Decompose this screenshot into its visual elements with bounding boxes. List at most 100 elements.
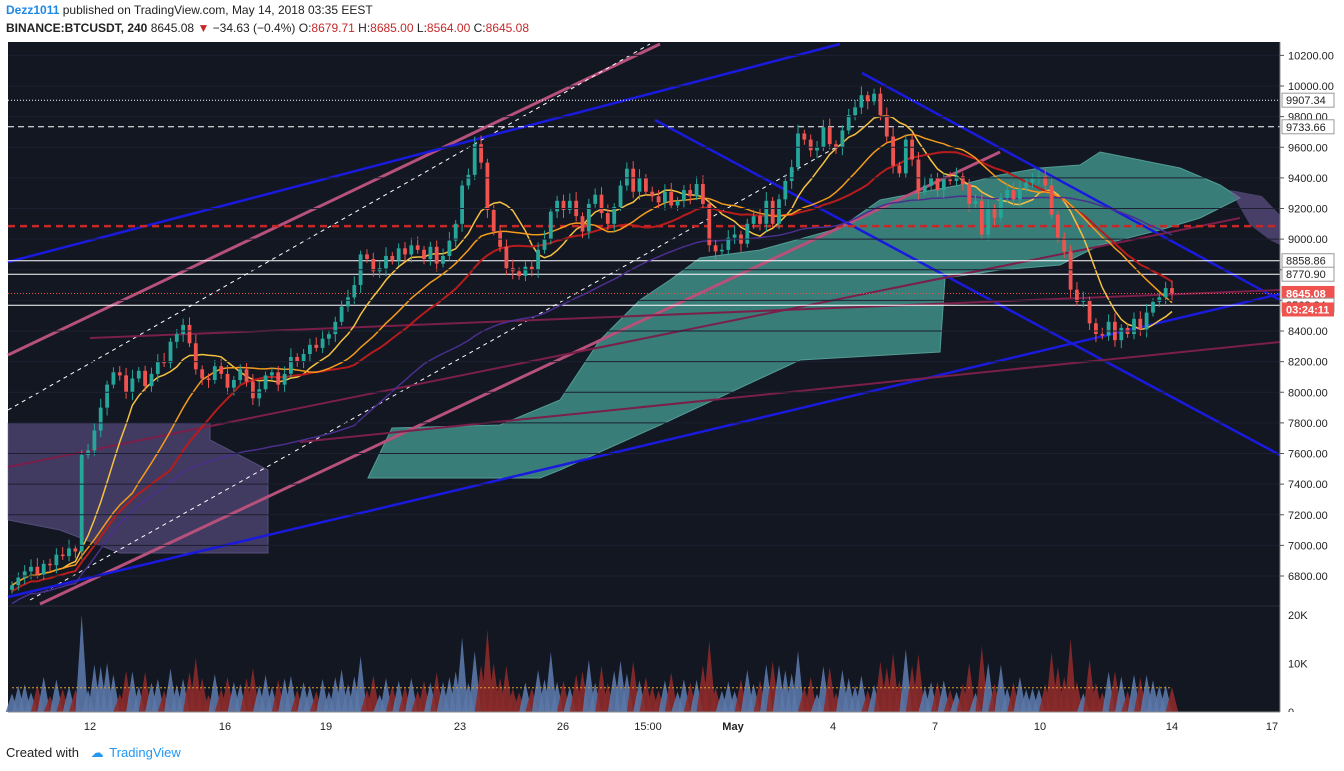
candle-body (149, 373, 154, 387)
candle-body (1005, 190, 1010, 198)
price-label-8770.90: 8770.90 (1286, 269, 1326, 281)
candle-body (60, 554, 65, 557)
candle-body (764, 200, 769, 224)
candle-body (212, 366, 217, 380)
candle-body (713, 245, 718, 252)
low-value: 8564.00 (426, 21, 471, 35)
volume-bar (823, 667, 836, 712)
footer: Created with ☁ TradingView (6, 745, 181, 761)
cloud-green (367, 151, 1242, 479)
price-label-8645.08: 8645.08 (1286, 288, 1326, 300)
candle-body (79, 455, 84, 552)
channel-upper (7, 42, 661, 357)
y-tick-label: 7000.00 (1288, 540, 1328, 552)
candle-body (941, 179, 946, 191)
candle-body (276, 372, 281, 385)
y-tick-label: 10200.00 (1288, 50, 1334, 62)
candle-body (1157, 297, 1162, 302)
candle-body (314, 344, 319, 348)
candle-body (111, 372, 116, 385)
author-name[interactable]: Dezz1011 (6, 3, 60, 17)
candle-body (428, 246, 433, 260)
y-tick-label: 9400.00 (1288, 173, 1328, 185)
candle-body (732, 234, 737, 238)
candle-body (663, 191, 667, 203)
volume-bar (791, 650, 805, 712)
candle-body (903, 139, 908, 174)
candle-body (967, 184, 972, 204)
price-label-box (1281, 92, 1335, 108)
candle-body (333, 321, 338, 335)
candle-body (688, 190, 693, 197)
candle-body (244, 369, 249, 382)
candle-body (466, 174, 471, 186)
trend-blue-down (654, 118, 1281, 457)
candle-body (954, 176, 959, 181)
candle-body (117, 372, 122, 376)
ichimoku-cloud (7, 151, 1280, 554)
price-chart[interactable]: 6800.00 7000.00 7200.00 7400.00 7600.00 7800.… (0, 40, 1344, 742)
candle-body (656, 196, 661, 203)
price-label-box (1281, 119, 1335, 135)
candle-body (295, 357, 300, 362)
candle-body (675, 200, 680, 206)
candles (10, 86, 1174, 594)
close-value: 8645.08 (485, 21, 530, 35)
created-with-label: Created with (6, 745, 79, 760)
volume-bar (912, 654, 925, 712)
high-value: 8685.00 (370, 21, 414, 35)
candle-body (263, 375, 268, 390)
candle-body (650, 191, 655, 197)
candle-body (891, 136, 895, 166)
tradingview-brand-link[interactable]: TradingView (109, 745, 181, 760)
candle-body (827, 127, 832, 145)
candle-body (1151, 301, 1155, 313)
candle-body (143, 370, 147, 387)
candle-body (999, 197, 1003, 218)
cloud-purple-right (1230, 190, 1280, 245)
candle-body (783, 180, 788, 200)
candle-body (561, 200, 566, 210)
candle-body (441, 256, 445, 264)
candle-body (403, 248, 407, 255)
open-value: 8679.71 (311, 21, 355, 35)
candle-body (390, 256, 395, 261)
candle-body (1094, 323, 1098, 334)
candle-body (1081, 300, 1086, 302)
candle-body (789, 167, 794, 181)
candle-body (10, 585, 14, 590)
volume-bar (544, 651, 558, 712)
candle-body (618, 185, 623, 207)
candle-body (105, 384, 109, 408)
candle-body (86, 450, 90, 455)
candle-body (289, 357, 293, 374)
trend-blue-desc (861, 71, 1281, 302)
y-tick-label: 9600.00 (1288, 142, 1328, 154)
volume-bar (367, 675, 380, 712)
candle-body (168, 341, 173, 364)
tradingview-cloud-icon: ☁ (90, 745, 104, 760)
x-tick-label: 17 (1266, 721, 1278, 733)
candle-body (682, 190, 686, 201)
candle-body (979, 200, 984, 235)
horizontal-levels (8, 99, 1280, 306)
candle-body (1030, 177, 1035, 183)
candle-body (339, 306, 344, 322)
candle-body (472, 144, 477, 175)
candle-body (777, 199, 781, 224)
trend-blue-bottom (7, 292, 1281, 599)
candle-body (669, 191, 674, 206)
candle-body (808, 139, 813, 151)
candle-body (802, 133, 807, 140)
candle-body (460, 185, 464, 224)
candle-body (434, 246, 439, 264)
price-labels: 9907.349733.668858.868770.908645.088568.… (1281, 92, 1335, 317)
candle-body (365, 254, 369, 259)
candle-body (872, 93, 876, 102)
candle-body (174, 334, 179, 342)
volume-bar (1165, 687, 1179, 712)
price-axis-bg (1280, 42, 1344, 740)
x-tick-label: 4 (830, 721, 836, 733)
candle-body (548, 211, 553, 240)
candle-body (453, 223, 458, 241)
